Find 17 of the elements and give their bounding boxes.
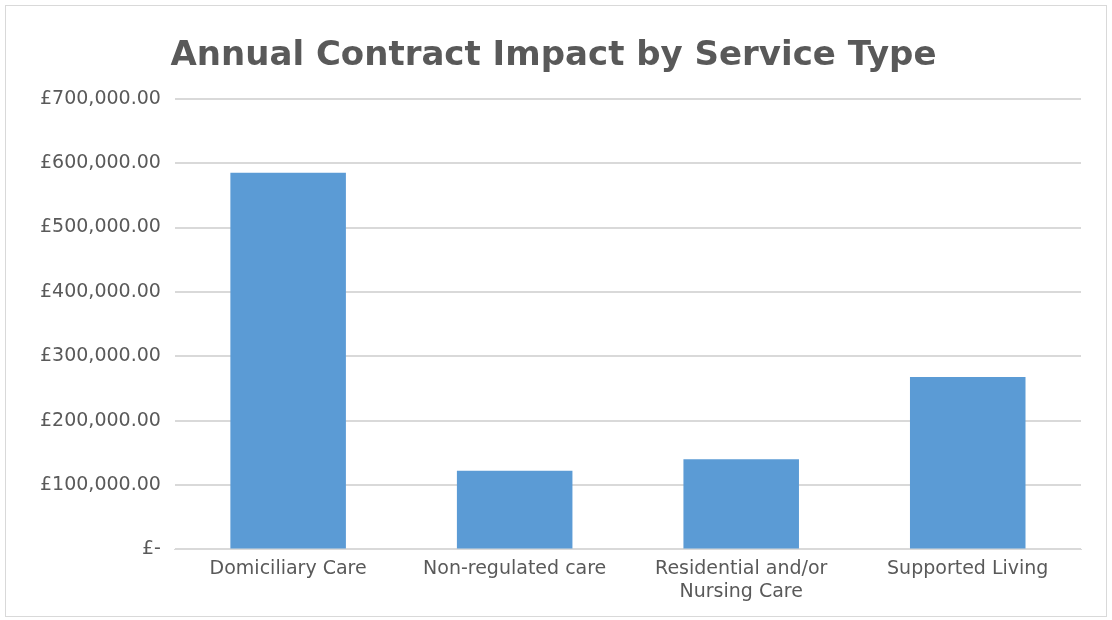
y-tick-label: £700,000.00 — [40, 85, 161, 108]
y-tick-label: £500,000.00 — [40, 214, 161, 237]
bar — [456, 470, 573, 549]
y-tick-label: £400,000.00 — [40, 278, 161, 301]
x-tick-label: Domiciliary Care — [209, 555, 367, 578]
y-tick-label: £200,000.00 — [40, 407, 161, 430]
y-tick-label: £300,000.00 — [40, 343, 161, 366]
bar — [230, 172, 346, 549]
x-tick-label: Supported Living — [887, 555, 1049, 578]
y-tick-label: £- — [141, 536, 161, 559]
y-tick-label: £600,000.00 — [40, 150, 161, 173]
bar — [909, 376, 1026, 549]
chart-title: Annual Contract Impact by Service Type — [170, 33, 937, 74]
bar — [683, 459, 799, 549]
x-tick-label: Residential and/or Nursing Care — [655, 555, 828, 601]
x-tick-label: Non-regulated care — [423, 555, 607, 578]
y-tick-label: £100,000.00 — [40, 471, 161, 494]
